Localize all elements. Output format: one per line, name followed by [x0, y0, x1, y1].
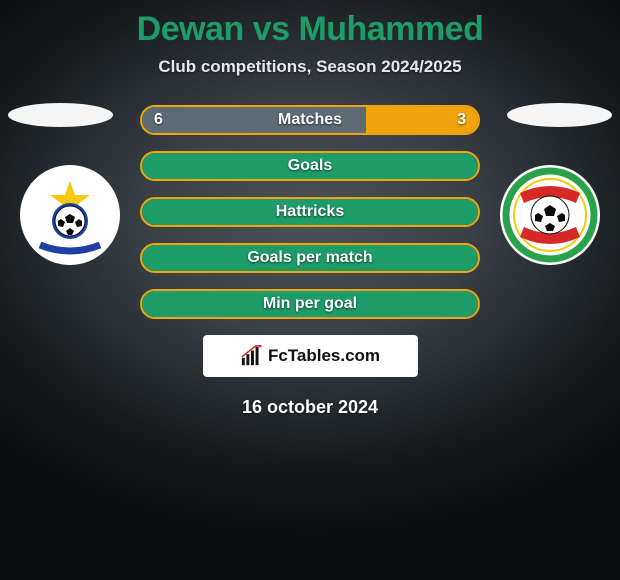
stat-row: Goals per match — [140, 243, 480, 273]
stat-label: Goals per match — [142, 249, 478, 267]
branding-text: FcTables.com — [268, 346, 380, 366]
stat-label: Goals — [142, 157, 478, 175]
page-title: Dewan vs Muhammed — [0, 0, 620, 49]
chart-icon — [240, 345, 262, 367]
player-right-platform — [507, 103, 612, 127]
stat-row: Hattricks — [140, 197, 480, 227]
stat-row: Goals — [140, 151, 480, 181]
kwara-united-crest-icon — [500, 165, 600, 265]
stat-bars: 63Matches Goals Hattricks Goals per match Mi… — [140, 105, 480, 319]
subtitle: Club competitions, Season 2024/2025 — [0, 57, 620, 77]
branding-badge: FcTables.com — [203, 335, 418, 377]
stat-label: Matches — [142, 111, 478, 129]
stat-label: Hattricks — [142, 203, 478, 221]
sunshine-stars-crest-icon — [20, 165, 120, 265]
stat-row: 63Matches — [140, 105, 480, 135]
player-left-platform — [8, 103, 113, 127]
team-crest-right — [500, 165, 600, 265]
generated-date: 16 october 2024 — [0, 397, 620, 418]
stat-label: Min per goal — [142, 295, 478, 313]
comparison-arena: 63Matches Goals Hattricks Goals per match Mi… — [0, 105, 620, 418]
team-crest-left — [20, 165, 120, 265]
stat-row: Min per goal — [140, 289, 480, 319]
